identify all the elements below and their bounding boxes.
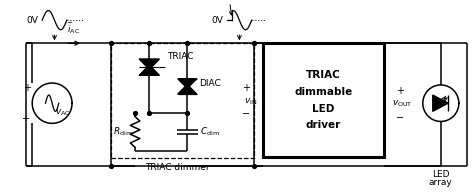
Text: −: − xyxy=(242,109,250,119)
Text: LED: LED xyxy=(312,104,335,114)
Text: $R_\mathrm{dim}$: $R_\mathrm{dim}$ xyxy=(113,126,133,138)
Text: dimmable: dimmable xyxy=(294,87,353,97)
Text: $v_\mathrm{AC}$: $v_\mathrm{AC}$ xyxy=(55,108,70,118)
Text: TRIAC dimmer: TRIAC dimmer xyxy=(146,163,210,171)
Text: −: − xyxy=(22,113,31,124)
Text: $v_\mathrm{OUT}$: $v_\mathrm{OUT}$ xyxy=(392,99,412,109)
Bar xyxy=(111,43,254,158)
Polygon shape xyxy=(139,65,159,75)
Polygon shape xyxy=(178,79,197,88)
Text: driver: driver xyxy=(306,120,341,130)
Polygon shape xyxy=(433,95,448,111)
Polygon shape xyxy=(178,84,197,94)
Text: $\vec{i}_\mathrm{AC}$: $\vec{i}_\mathrm{AC}$ xyxy=(67,20,81,36)
Text: DIAC: DIAC xyxy=(200,79,221,89)
Text: $v_\mathrm{IN}$: $v_\mathrm{IN}$ xyxy=(244,96,257,107)
Text: LED: LED xyxy=(432,170,449,179)
Text: 0V: 0V xyxy=(211,16,223,25)
Text: +: + xyxy=(396,86,403,96)
Text: array: array xyxy=(429,178,453,187)
Text: TRIAC: TRIAC xyxy=(306,70,341,80)
Text: +: + xyxy=(242,83,250,93)
Text: +: + xyxy=(23,83,30,93)
Polygon shape xyxy=(139,59,159,69)
Text: −: − xyxy=(395,113,404,123)
Text: $C_\mathrm{dim}$: $C_\mathrm{dim}$ xyxy=(200,126,220,138)
Text: TRIAC: TRIAC xyxy=(167,52,194,61)
Text: 0V: 0V xyxy=(27,16,38,25)
Bar xyxy=(263,43,384,157)
